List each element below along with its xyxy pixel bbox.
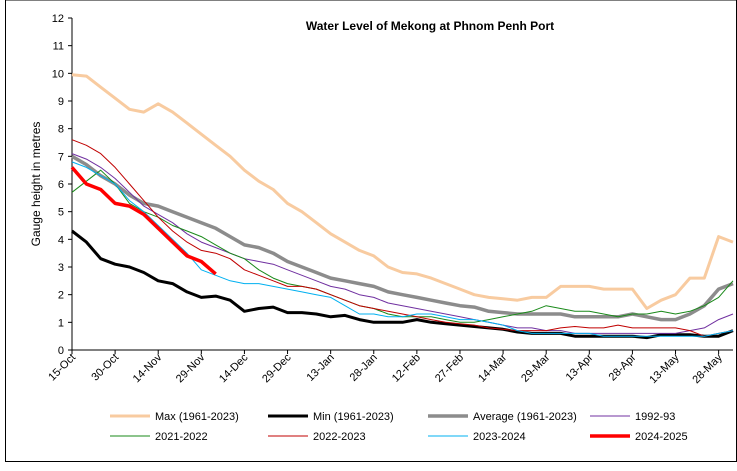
y-tick-label: 6: [58, 179, 64, 191]
y-tick-label: 4: [58, 234, 64, 246]
x-tick-label: 30-Oct: [89, 352, 121, 384]
y-tick-label: 7: [58, 151, 64, 163]
frame: [5, 0, 737, 462]
x-tick-label: 14-Nov: [131, 351, 165, 385]
x-tick-label: 14-Dec: [217, 351, 251, 385]
x-tick-label: 14-Mar: [476, 351, 509, 384]
x-tick-label: 27-Feb: [433, 352, 466, 385]
legend-label: 1992-93: [635, 411, 675, 423]
x-tick-label: 28-May: [690, 351, 725, 386]
x-tick-label: 29-Dec: [260, 351, 294, 385]
legend-label: Average (1961-2023): [473, 411, 577, 423]
series-line: [71, 161, 734, 337]
chart-title: Water Level of Mekong at Phnom Penh Port: [306, 19, 554, 33]
legend-label: 2022-2023: [313, 431, 366, 443]
x-tick-label: 28-Apr: [607, 351, 639, 383]
y-tick-label: 2: [58, 290, 64, 302]
y-tick-label: 10: [52, 68, 64, 80]
legend-label: 2024-2025: [635, 431, 688, 443]
legend-label: 2021-2022: [155, 431, 208, 443]
y-tick-label: 8: [58, 124, 64, 136]
x-tick-label: 29-Nov: [174, 351, 208, 385]
y-axis-label: Gauge height in metres: [29, 122, 43, 247]
y-tick-label: 9: [58, 96, 64, 108]
x-tick-label: 12-Feb: [390, 352, 423, 385]
series-line: [71, 139, 734, 337]
legend-label: Max (1961-2023): [155, 411, 239, 423]
series-line: [71, 229, 734, 340]
y-tick-label: 0: [58, 345, 64, 357]
x-tick-label: 13-Apr: [564, 351, 596, 383]
series-line: [71, 153, 734, 334]
x-tick-label: 28-Jan: [348, 352, 380, 384]
x-tick-label: 13-May: [647, 351, 682, 386]
series-line: [71, 169, 734, 323]
x-tick-label: 29-Mar: [519, 351, 552, 384]
y-tick-label: 12: [52, 13, 64, 25]
series-line: [70, 166, 217, 276]
y-tick-label: 3: [58, 262, 64, 274]
y-tick-label: 11: [53, 41, 64, 53]
x-tick-label: 13-Jan: [305, 352, 337, 384]
y-tick-label: 1: [58, 317, 64, 329]
y-tick-label: 5: [58, 207, 64, 219]
legend-label: 2023-2024: [473, 431, 526, 443]
series-line: [71, 73, 734, 310]
legend-label: Min (1961-2023): [313, 411, 394, 423]
